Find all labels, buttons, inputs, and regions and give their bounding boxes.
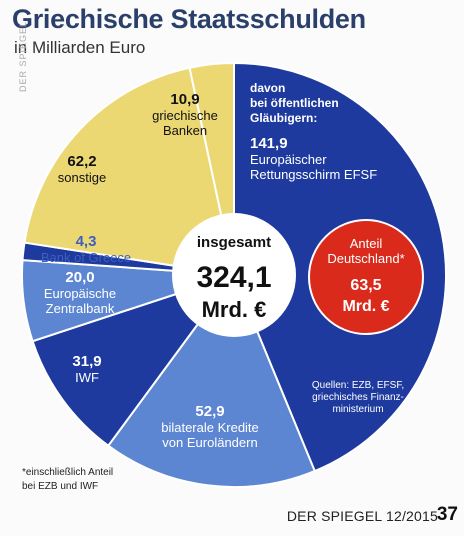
footnote-line: *einschließlich Anteil [22,467,114,478]
page-number: 37 [436,504,458,525]
germany-share-unit: Mrd. € [342,298,389,315]
slice-category-label: Europäische Zentralbank [44,286,116,316]
slice-value-label: 20,0 [65,269,94,286]
slice-value-label: 10,9 [170,91,199,108]
group-heading: davon bei öffentlichen Gläubigern: [250,81,339,125]
slice-category-label: griechische Banken [152,108,218,138]
slice-category-label: sonstige [58,170,106,185]
slice-category-label: IWF [75,370,99,385]
center-label: insgesamt [197,234,271,251]
footnote-line: bei EZB und IWF [22,481,99,492]
chart-title: Griechische Staatsschulden [12,4,366,34]
center-total-unit: Mrd. € [202,297,267,322]
slice-value-label: 52,9 [195,403,224,420]
pie-slice [23,66,236,277]
slice-category-label: bilaterale Kredite von Euroländern [161,420,259,450]
source-note: Quellen: EZB, EFSF, griechisches Finanz-m… [312,380,404,415]
chart-subtitle: in Milliarden Euro [14,38,146,57]
slice-value-label: 31,9 [72,353,101,370]
publication-credit: DER SPIEGEL 12/2015 [286,508,438,524]
center-total-value: 324,1 [196,261,271,294]
pie-slice [106,272,317,488]
germany-share-value: 63,5 [350,277,381,294]
center-hole [172,213,296,337]
slice-value-label: 4,3 [76,233,97,250]
pie-slice [31,273,237,448]
germany-share-badge [308,219,424,335]
slice-value-label: 141,9 [250,135,288,152]
slice-category-label: Bank of Greece [41,250,131,265]
slice-category-label: Europäischer Rettungsschirm EFSF [250,152,377,182]
germany-share-title: Anteil Deutschland* [327,236,404,266]
footnote: *einschließlich Anteil bei EZB und IWF [22,466,113,494]
slice-value-label: 62,2 [67,153,96,170]
